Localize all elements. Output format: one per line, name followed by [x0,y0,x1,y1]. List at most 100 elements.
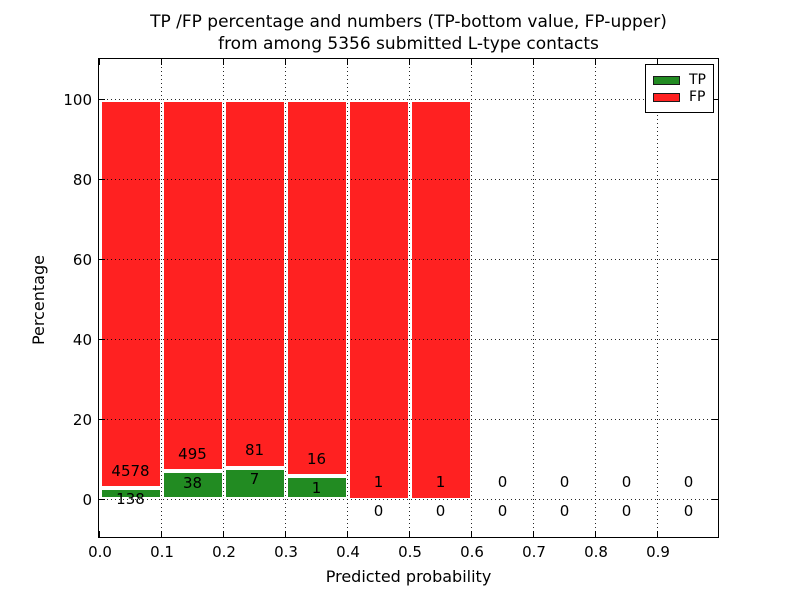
bar-fp-segment [161,99,224,471]
y-tick-mark [98,98,105,101]
tp-count-label: 1 [311,478,322,497]
x-tick-mark [408,530,411,537]
x-tick-mark [222,530,225,537]
x-tick-mark-top [346,58,349,65]
tp-count-label: 0 [373,502,384,521]
fp-count-label: 4578 [111,461,150,480]
fp-count-label: 16 [306,449,327,468]
bar-tp-segment [99,487,162,500]
tp-count-label: 0 [559,502,570,521]
x-tick-label: 0.4 [336,543,360,561]
y-tick-label: 100 [63,91,92,109]
y-tick-mark [98,258,105,261]
bar-fp-segment [223,99,286,468]
gridline-vertical [223,58,224,537]
y-tick-mark-right [711,98,718,101]
x-tick-mark-top [594,58,597,65]
y-tick-mark-right [711,338,718,341]
x-tick-mark [656,530,659,537]
chart-title-line2: from among 5356 submitted L-type contact… [218,34,599,54]
gridline-horizontal [98,259,718,260]
fp-count-label: 1 [373,473,384,492]
x-tick-mark [594,530,597,537]
x-tick-label: 0.0 [88,543,112,561]
x-tick-mark-top [160,58,163,65]
plot-area: 4578 138 495 38 81 7 16 1 1 0 1 0 0 0 0 0 0 0 0 0 [97,57,719,538]
y-tick-mark-right [711,498,718,501]
x-tick-label: 0.8 [584,543,608,561]
tp-count-label: 0 [497,502,508,521]
x-tick-mark [532,530,535,537]
y-axis-label: Percentage [29,255,48,346]
bar-fp-segment [347,99,410,500]
gridline-vertical [347,58,348,537]
bar-tp-segment [285,475,348,500]
y-tick-mark [98,498,105,501]
y-tick-mark-right [711,418,718,421]
fp-count-label: 0 [497,473,508,492]
legend-entry-tp: TP [653,72,713,88]
x-tick-mark-top [470,58,473,65]
tp-count-label: 0 [683,502,694,521]
x-tick-mark-top [532,58,535,65]
y-tick-label: 60 [72,251,92,269]
x-tick-mark [470,530,473,537]
fp-count-label: 1 [435,473,446,492]
legend-tp-swatch [653,75,680,85]
tp-count-label: 0 [621,502,632,521]
gridline-horizontal [98,179,718,180]
y-tick-mark [98,418,105,421]
x-tick-mark-top [284,58,287,65]
x-tick-mark-top [656,58,659,65]
chart-title-line1: TP /FP percentage and numbers (TP-bottom… [150,12,667,32]
gridline-vertical [161,58,162,537]
fp-count-label: 0 [683,473,694,492]
chart-title: TP /FP percentage and numbers (TP-bottom… [99,11,718,55]
bar-fp-segment [99,99,162,488]
y-tick-mark [98,338,105,341]
x-tick-label: 0.5 [398,543,422,561]
x-tick-label: 0.3 [274,543,298,561]
gridline-vertical [657,58,658,537]
y-tick-label: 20 [72,411,92,429]
bar-fp-segment [409,99,472,500]
x-tick-label: 0.7 [522,543,546,561]
x-tick-mark-top [408,58,411,65]
gridline-vertical [471,58,472,537]
legend-entry-fp: FP [653,89,713,105]
gridline-horizontal [98,99,718,100]
legend: TP FP [645,64,714,113]
fp-count-label: 0 [621,473,632,492]
x-axis-label: Predicted probability [325,567,492,586]
bar-tp-segment [223,467,286,500]
y-tick-mark [98,178,105,181]
tp-count-label: 0 [435,502,446,521]
bar-tp-segment [161,470,224,500]
gridline-vertical [595,58,596,537]
x-tick-mark [346,530,349,537]
x-tick-label: 0.9 [646,543,670,561]
gridline-vertical [285,58,286,537]
fp-count-label: 0 [559,473,570,492]
y-tick-label: 80 [72,171,92,189]
fp-count-label: 81 [244,441,265,460]
gridline-vertical [533,58,534,537]
y-tick-mark-right [711,258,718,261]
y-tick-label: 0 [82,491,92,509]
gridline-vertical [409,58,410,537]
x-tick-label: 0.1 [150,543,174,561]
legend-fp-swatch [653,92,680,102]
y-tick-label: 40 [72,331,92,349]
gridline-horizontal [98,419,718,420]
gridline-horizontal [98,339,718,340]
fp-count-label: 495 [178,444,207,463]
tp-count-label: 138 [116,490,145,509]
tp-count-label: 7 [249,470,260,489]
legend-fp-label: FP [689,88,706,105]
x-tick-mark [284,530,287,537]
legend-tp-label: TP [689,71,706,88]
gridline-horizontal [98,499,718,500]
x-tick-mark [98,530,101,537]
tp-count-label: 38 [182,473,203,492]
